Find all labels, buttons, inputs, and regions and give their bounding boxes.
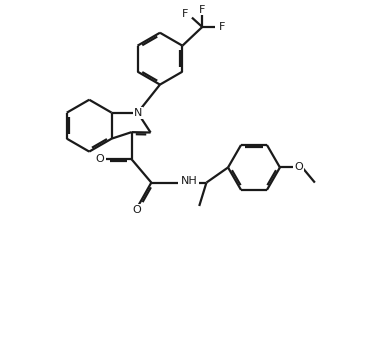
Text: F: F <box>182 9 188 19</box>
Text: O: O <box>294 163 303 172</box>
Text: O: O <box>133 205 141 215</box>
Text: F: F <box>199 4 205 15</box>
Text: F: F <box>219 22 225 32</box>
Text: N: N <box>133 108 142 118</box>
Text: O: O <box>96 154 104 164</box>
Text: NH: NH <box>181 176 198 186</box>
